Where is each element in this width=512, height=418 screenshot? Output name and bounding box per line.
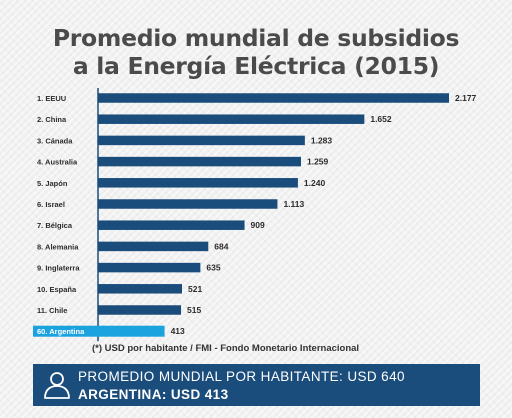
value-label: 1.283 — [311, 135, 333, 145]
bar — [98, 156, 301, 167]
source-note: (*) USD por habitante / FMI - Fondo Mone… — [92, 343, 360, 354]
bar — [98, 199, 278, 209]
value-label: 635 — [206, 263, 220, 273]
bar — [98, 305, 182, 315]
value-label: 521 — [188, 284, 202, 294]
chart-title-line2: a la Energía Eléctrica (2015) — [72, 52, 440, 80]
bar — [98, 93, 449, 103]
value-label: 1.113 — [283, 199, 304, 209]
category-label: 60. Argentina — [37, 327, 85, 336]
argentina-value-text: ARGENTINA: USD 413 — [78, 387, 229, 402]
user-icon — [44, 372, 70, 399]
bar — [98, 220, 245, 230]
category-label: 8. Alemania — [37, 242, 79, 251]
category-label: 4. Australia — [37, 158, 78, 167]
bar — [98, 178, 298, 188]
value-label: 413 — [171, 326, 185, 336]
value-label: 1.240 — [304, 178, 326, 188]
category-label: 10. España — [37, 285, 77, 294]
value-label: 1.259 — [307, 157, 329, 167]
category-label: 9. Inglaterra — [37, 264, 80, 273]
value-label: 1.652 — [370, 114, 392, 124]
category-label: 6. Israel — [37, 200, 65, 209]
category-label: 1. EEUU — [37, 94, 66, 103]
category-label: 11. Chile — [37, 306, 67, 315]
world-average-text: PROMEDIO MUNDIAL POR HABITANTE: USD 640 — [78, 369, 405, 384]
category-label: 2. China — [37, 115, 67, 124]
bar — [98, 114, 365, 124]
category-label: 3. Cánada — [37, 136, 73, 145]
category-label: 7. Bélgica — [37, 221, 73, 230]
value-label: 2.177 — [455, 93, 477, 103]
value-label: 684 — [214, 241, 228, 251]
value-label: 515 — [187, 305, 201, 315]
chart-title-line1: Promedio mundial de subsidios — [52, 24, 460, 52]
bar — [98, 241, 209, 252]
bar — [98, 284, 183, 294]
summary-banner: PROMEDIO MUNDIAL POR HABITANTE: USD 640 … — [33, 364, 480, 406]
value-label: 909 — [251, 220, 265, 230]
bar — [98, 262, 201, 273]
chart-title: Promedio mundial de subsidios a la Energ… — [0, 24, 512, 80]
bar-highlight-band — [33, 325, 165, 337]
category-label: 5. Japón — [37, 179, 68, 188]
bar — [98, 135, 305, 146]
